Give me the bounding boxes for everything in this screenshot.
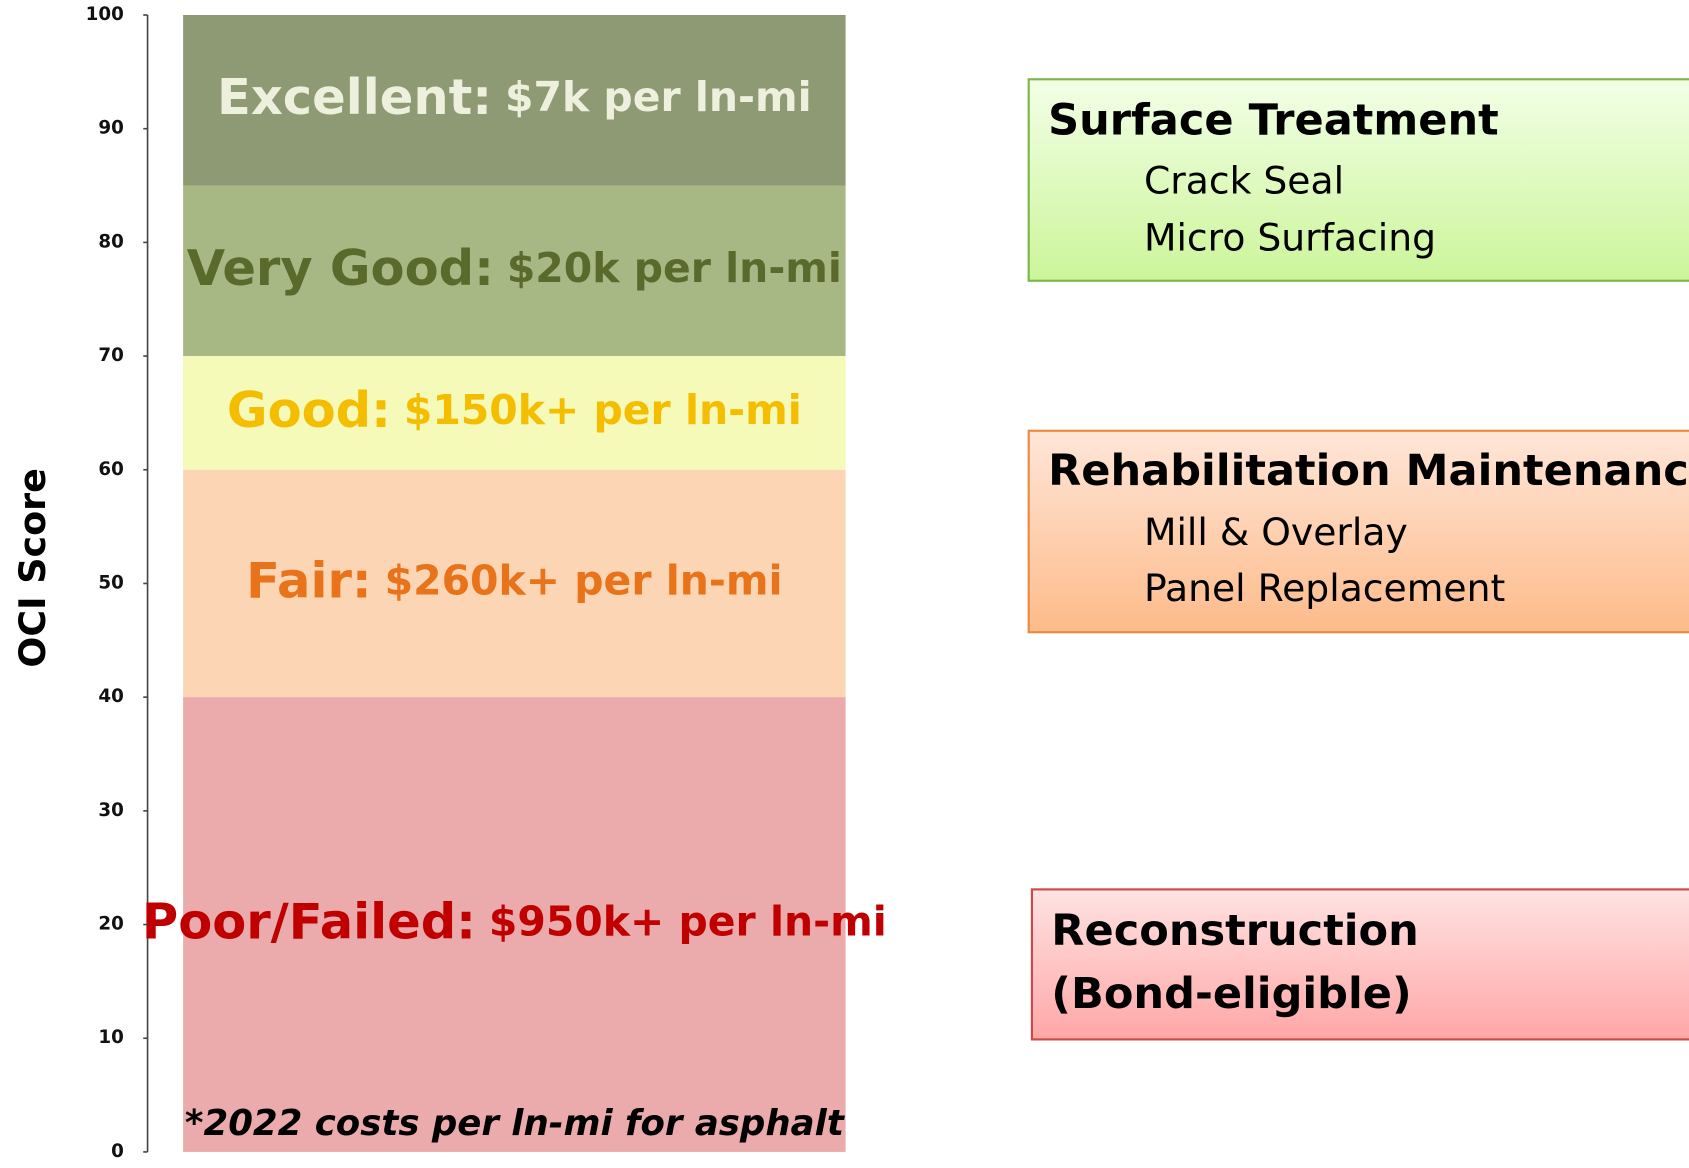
treatment-box bbox=[1030, 888, 1689, 1041]
band bbox=[183, 185, 846, 357]
treatment-item: Panel Replacement bbox=[1144, 566, 1505, 610]
treatment-title: Surface Treatment bbox=[1048, 96, 1499, 146]
y-axis-label: OCI Score bbox=[11, 468, 54, 667]
treatment-item: (Bond-eligible) bbox=[1051, 969, 1411, 1019]
band-name: Poor/Failed: bbox=[142, 892, 476, 950]
band bbox=[183, 15, 846, 186]
treatment-item: Micro Surfacing bbox=[1144, 216, 1436, 260]
treatment-box bbox=[1027, 429, 1689, 634]
y-tick-label: 100 bbox=[86, 4, 124, 25]
note: *2022 costs per ln-mi for asphalt bbox=[185, 1103, 846, 1144]
band-cost: $150k+ per ln-mi bbox=[404, 386, 802, 434]
y-tick-label: 50 bbox=[98, 572, 123, 593]
band-cost: $7k per ln-mi bbox=[505, 73, 812, 121]
treatment-box bbox=[1027, 78, 1689, 282]
band-label: Good: $150k+ per ln-mi bbox=[227, 381, 802, 439]
band-name: Very Good: bbox=[187, 238, 494, 296]
treatment-item: Mill & Overlay bbox=[1144, 510, 1408, 554]
band-cost: $950k+ per ln-mi bbox=[489, 898, 887, 946]
band-label: Very Good: $20k per ln-mi bbox=[187, 238, 842, 296]
y-tick-label: 70 bbox=[98, 345, 123, 366]
y-tick-label: 90 bbox=[98, 118, 123, 139]
band-name: Good: bbox=[227, 381, 391, 439]
band bbox=[183, 469, 846, 698]
treatment-title: Rehabilitation Maintenance bbox=[1048, 446, 1689, 496]
band-cost: $260k+ per ln-mi bbox=[385, 557, 783, 605]
treatment-item: Crack Seal bbox=[1144, 159, 1344, 203]
band-label: Excellent: $7k per ln-mi bbox=[217, 68, 812, 126]
y-tick-label: 10 bbox=[98, 1027, 123, 1048]
band bbox=[183, 356, 846, 470]
y-tick-label: 0 bbox=[111, 1141, 124, 1162]
band-cost: $20k per ln-mi bbox=[507, 244, 842, 292]
band-name: Excellent: bbox=[217, 68, 492, 126]
treatment-title: Reconstruction bbox=[1051, 906, 1419, 956]
band-name: Fair: bbox=[246, 551, 372, 609]
y-tick-label: 80 bbox=[98, 231, 123, 252]
y-tick-label: 40 bbox=[98, 686, 123, 707]
band-label: Fair: $260k+ per ln-mi bbox=[246, 551, 782, 609]
y-tick-label: 20 bbox=[98, 914, 123, 935]
band-label: Poor/Failed: $950k+ per ln-mi bbox=[142, 892, 887, 950]
y-tick-label: 60 bbox=[98, 459, 123, 480]
band bbox=[183, 697, 846, 1152]
y-tick-label: 30 bbox=[98, 800, 123, 821]
